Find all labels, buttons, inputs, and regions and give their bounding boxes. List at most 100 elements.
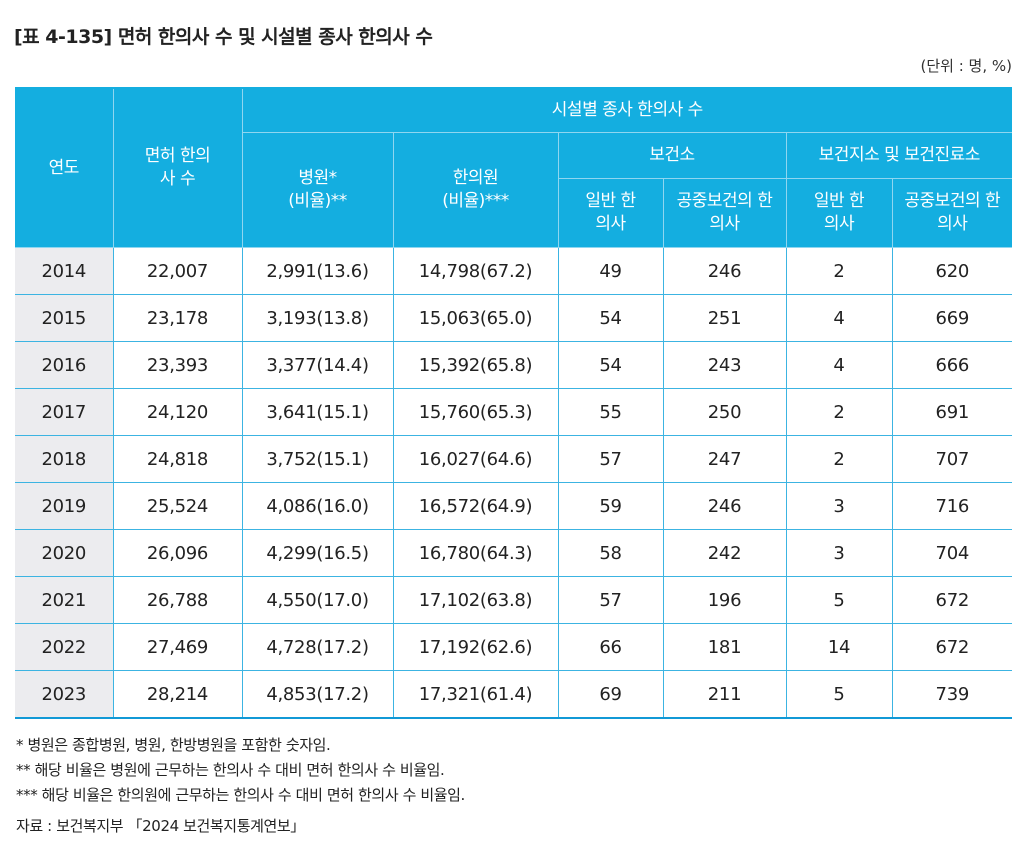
- cell-br-public: 739: [891, 670, 1013, 719]
- cell-br-general: 4: [785, 294, 893, 342]
- cell-clinic: 16,572(64.9): [392, 482, 559, 530]
- cell-clinic: 14,798(67.2): [392, 247, 559, 295]
- cell-year: 2020: [15, 529, 114, 577]
- cell-hc-public: 196: [662, 576, 787, 624]
- cell-clinic: 15,760(65.3): [392, 388, 559, 436]
- cell-hospital: 3,377(14.4): [241, 341, 394, 389]
- cell-hc-public: 251: [662, 294, 787, 342]
- cell-hc-general: 69: [557, 670, 664, 719]
- cell-br-public: 620: [891, 247, 1013, 295]
- footnotes: * 병원은 종합병원, 병원, 한방병원을 포함한 숫자임. ** 해당 비율은…: [16, 733, 465, 839]
- table-row: 2017 24,120 3,641(15.1) 15,760(65.3) 55 250 2 6…: [15, 388, 1013, 436]
- cell-br-public: 666: [891, 341, 1013, 389]
- cell-hospital: 4,853(17.2): [241, 670, 394, 719]
- cell-clinic: 16,780(64.3): [392, 529, 559, 577]
- cell-hc-public: 211: [662, 670, 787, 719]
- cell-hc-general: 49: [557, 247, 664, 295]
- cell-clinic: 15,063(65.0): [392, 294, 559, 342]
- cell-hospital: 4,728(17.2): [241, 623, 394, 671]
- cell-clinic: 17,192(62.6): [392, 623, 559, 671]
- cell-br-public: 669: [891, 294, 1013, 342]
- unit-label: (단위 : 명, %): [920, 57, 1012, 75]
- cell-hospital: 3,641(15.1): [241, 388, 394, 436]
- cell-hc-public: 246: [662, 247, 787, 295]
- cell-br-general: 5: [785, 670, 893, 719]
- table-row: 2019 25,524 4,086(16.0) 16,572(64.9) 59 246 3 7…: [15, 482, 1013, 530]
- table-row: 2014 22,007 2,991(13.6) 14,798(67.2) 49 246 2 6…: [15, 247, 1013, 295]
- cell-hc-general: 58: [557, 529, 664, 577]
- cell-year: 2016: [15, 341, 114, 389]
- cell-year: 2019: [15, 482, 114, 530]
- cell-hospital: 3,752(15.1): [241, 435, 394, 483]
- cell-licensed: 25,524: [112, 482, 243, 530]
- cell-br-general: 2: [785, 388, 893, 436]
- cell-hc-public: 246: [662, 482, 787, 530]
- header-br-public: 공중보건의 한의사: [891, 178, 1013, 248]
- cell-year: 2015: [15, 294, 114, 342]
- header-hospital: 병원* (비율)**: [242, 132, 394, 248]
- cell-hc-public: 243: [662, 341, 787, 389]
- cell-clinic: 17,321(61.4): [392, 670, 559, 719]
- table-title: [표 4-135] 면허 한의사 수 및 시설별 종사 한의사 수: [14, 26, 433, 48]
- cell-licensed: 24,120: [112, 388, 243, 436]
- cell-licensed: 26,096: [112, 529, 243, 577]
- footnote: * 병원은 종합병원, 병원, 한방병원을 포함한 숫자임.: [16, 736, 331, 754]
- cell-hc-public: 247: [662, 435, 787, 483]
- header-hospital-text: 병원*: [298, 168, 337, 188]
- cell-licensed: 24,818: [112, 435, 243, 483]
- cell-hc-general: 57: [557, 435, 664, 483]
- header-hc-general-text: 일반 한의사: [585, 191, 636, 234]
- header-hc-public: 공중보건의 한의사: [662, 178, 787, 248]
- cell-br-public: 704: [891, 529, 1013, 577]
- cell-licensed: 26,788: [112, 576, 243, 624]
- cell-br-public: 672: [891, 576, 1013, 624]
- header-br-public-text: 공중보건의 한의사: [904, 191, 1001, 234]
- cell-hc-general: 54: [557, 341, 664, 389]
- table-row: 2022 27,469 4,728(17.2) 17,192(62.6) 66 181 14…: [15, 623, 1013, 671]
- header-br-general: 일반 한의사: [785, 178, 893, 248]
- cell-br-public: 716: [891, 482, 1013, 530]
- footnote: ** 해당 비율은 병원에 근무하는 한의사 수 대비 면허 한의사 수 비율임…: [16, 761, 445, 779]
- cell-licensed: 23,393: [112, 341, 243, 389]
- cell-year: 2021: [15, 576, 114, 624]
- header-hc-general: 일반 한의사: [558, 178, 664, 248]
- header-health-center: 보건소: [557, 132, 787, 179]
- cell-hc-public: 181: [662, 623, 787, 671]
- cell-clinic: 16,027(64.6): [392, 435, 559, 483]
- cell-br-general: 14: [785, 623, 893, 671]
- header-facility-group: 시설별 종사 한의사 수: [241, 87, 1013, 133]
- cell-br-general: 4: [785, 341, 893, 389]
- cell-year: 2014: [15, 247, 114, 295]
- cell-licensed: 23,178: [112, 294, 243, 342]
- table-row: 2021 26,788 4,550(17.0) 17,102(63.8) 57 196 5 6…: [15, 576, 1013, 624]
- cell-year: 2023: [15, 670, 114, 719]
- cell-licensed: 28,214: [112, 670, 243, 719]
- cell-hospital: 4,299(16.5): [241, 529, 394, 577]
- cell-hc-general: 57: [557, 576, 664, 624]
- header-licensed: 면허 한의사 수: [112, 87, 243, 248]
- cell-br-general: 3: [785, 529, 893, 577]
- table-row: 2018 24,818 3,752(15.1) 16,027(64.6) 57 247 2 7…: [15, 435, 1013, 483]
- cell-clinic: 15,392(65.8): [392, 341, 559, 389]
- header-clinic-text: 한의원: [452, 168, 499, 188]
- table-row: 2016 23,393 3,377(14.4) 15,392(65.8) 54 243 4 6…: [15, 341, 1013, 389]
- cell-hc-general: 54: [557, 294, 664, 342]
- header-hc-public-text: 공중보건의 한의사: [676, 191, 773, 234]
- cell-br-public: 707: [891, 435, 1013, 483]
- cell-year: 2018: [15, 435, 114, 483]
- header-licensed-text: 면허 한의사 수: [144, 146, 211, 189]
- cell-year: 2022: [15, 623, 114, 671]
- cell-year: 2017: [15, 388, 114, 436]
- header-clinic: 한의원 (비율)***: [392, 132, 559, 248]
- table-row: 2023 28,214 4,853(17.2) 17,321(61.4) 69 211 5 7…: [15, 670, 1013, 719]
- cell-hc-general: 66: [557, 623, 664, 671]
- cell-br-public: 672: [891, 623, 1013, 671]
- cell-br-general: 2: [785, 247, 893, 295]
- header-hospital-ratio: (비율)**: [288, 191, 347, 211]
- cell-hc-public: 250: [662, 388, 787, 436]
- table-row: 2015 23,178 3,193(13.8) 15,063(65.0) 54 251 4 6…: [15, 294, 1013, 342]
- cell-br-general: 2: [785, 435, 893, 483]
- cell-clinic: 17,102(63.8): [392, 576, 559, 624]
- cell-br-general: 3: [785, 482, 893, 530]
- table-row: 2020 26,096 4,299(16.5) 16,780(64.3) 58 242 3 7…: [15, 529, 1013, 577]
